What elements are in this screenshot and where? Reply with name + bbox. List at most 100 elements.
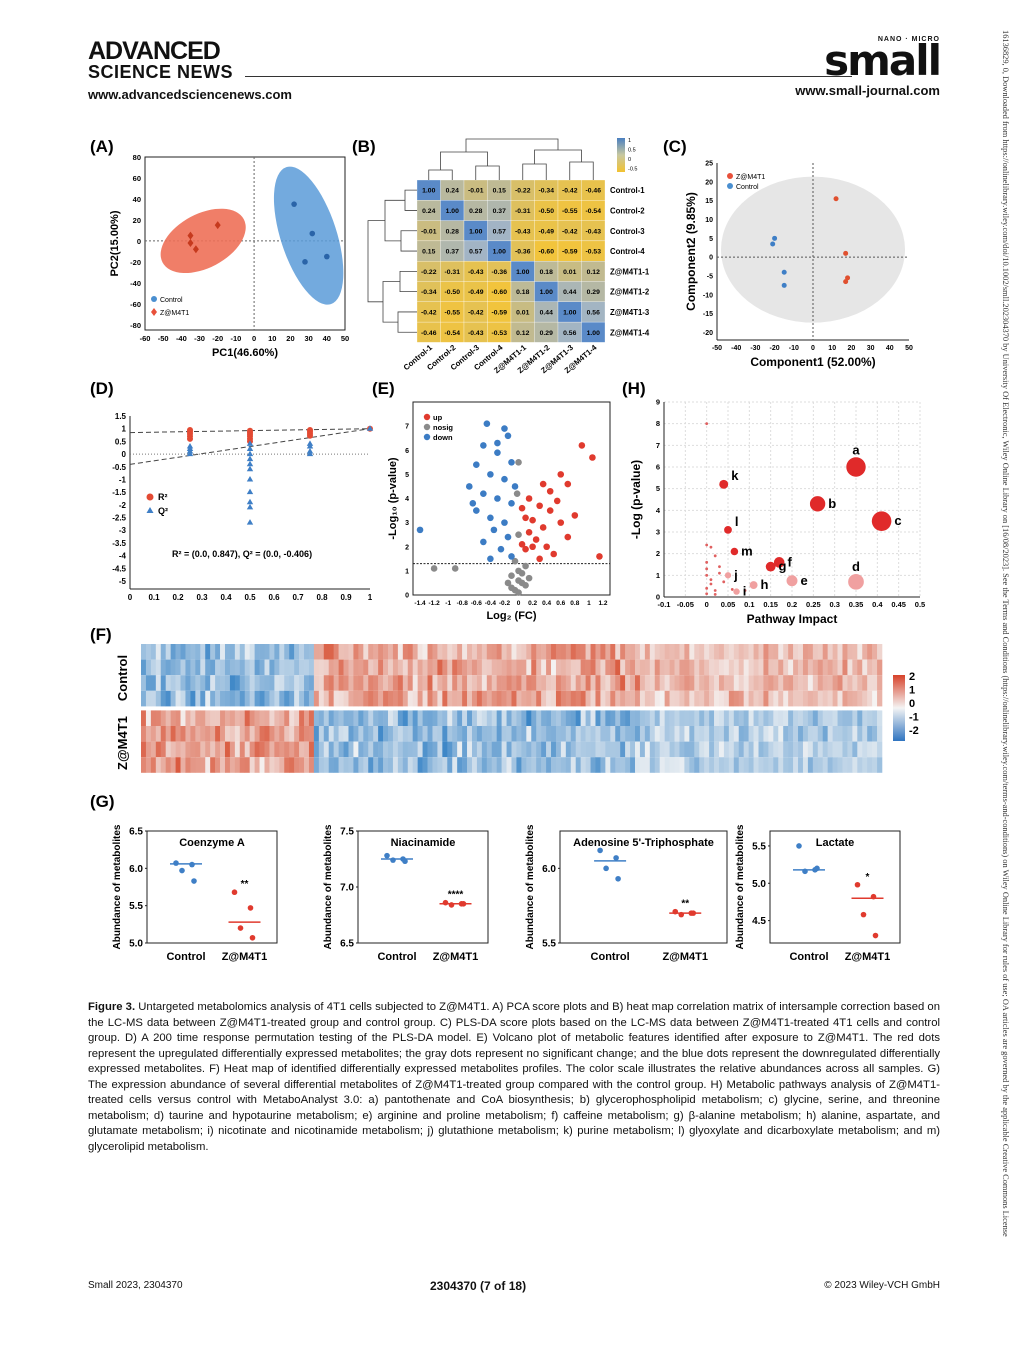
heatmap-cell (422, 726, 428, 742)
heatmap-cell (842, 741, 848, 758)
heatmap-cell (486, 675, 493, 691)
heatmap-cell (220, 644, 226, 660)
pathway-point (719, 479, 729, 489)
heatmap-cell (674, 690, 680, 707)
heatmap-cell (551, 741, 557, 758)
heatmap-cell (649, 644, 656, 660)
heatmap-cell (506, 659, 512, 676)
heatmap-cell (635, 741, 641, 758)
heatmap-cell (788, 757, 794, 773)
heatmap-value: 0.24 (446, 188, 459, 195)
treated-point (448, 902, 455, 908)
figure-caption: Figure 3. Untargeted metabolomics analys… (88, 1000, 940, 1155)
heatmap-cell (333, 659, 339, 676)
heatmap-cell (590, 757, 596, 773)
heatmap-cell (338, 710, 344, 726)
heatmap-cell (783, 741, 789, 758)
heatmap-cell (560, 757, 567, 773)
heatmap-cell (506, 726, 512, 742)
y-tick-label: 0 (137, 237, 141, 246)
heatmap-cell (699, 675, 705, 691)
heatmap-cell (595, 710, 601, 726)
heatmap-cell (605, 757, 611, 773)
legend-treated-swatch (727, 173, 733, 179)
journal-url[interactable]: www.small-journal.com (795, 82, 940, 98)
heatmap-cell (442, 741, 448, 758)
heatmap-cell (635, 644, 641, 660)
pathway-point (733, 588, 740, 595)
heatmap-cell (442, 726, 448, 742)
heatmap-cell (738, 710, 744, 726)
heatmap-cell (872, 757, 878, 773)
down-point (465, 483, 473, 490)
heatmap-cell (452, 690, 458, 707)
heatmap-cell (284, 659, 290, 676)
control-point (302, 259, 308, 265)
y-tick-label: 1 (122, 425, 127, 434)
heatmap-cell (807, 659, 814, 676)
heatmap-cell (353, 690, 359, 707)
heatmap-value: -0.55 (445, 309, 461, 316)
heatmap-value: -0.60 (539, 249, 555, 256)
x-category-label: Control (377, 951, 416, 963)
heatmap-cell (363, 644, 369, 660)
heatmap-cell (407, 726, 413, 742)
heatmap-cell (447, 726, 453, 742)
nosig-point (515, 531, 522, 538)
heatmap-cell (570, 690, 577, 707)
heatmap-cell (842, 726, 848, 742)
subplot-frame (559, 830, 728, 944)
down-point (480, 490, 487, 497)
heatmap-cell (348, 726, 354, 742)
down-point (490, 526, 498, 534)
heatmap-cell (867, 710, 873, 726)
heatmap-cell (862, 757, 868, 773)
heatmap-cell (620, 659, 626, 676)
heatmap-cell (659, 690, 665, 707)
heatmap-cell (635, 690, 641, 707)
heatmap-cell (536, 726, 542, 742)
panel-b: (B)1.00 0.24 -0.01 0.15 -0.22 -0.34 -0.42 -0.46… (352, 137, 650, 375)
heatmap-cell (817, 741, 824, 758)
heatmap-cell (778, 659, 784, 676)
heatmap-cell (471, 675, 478, 691)
heatmap-cell (580, 644, 586, 660)
heatmap-cell (644, 757, 651, 773)
y-tick-label: 7 (656, 441, 660, 450)
heatmap-cell (383, 726, 389, 742)
heatmap-cell (704, 644, 710, 660)
heatmap-cell (407, 741, 413, 758)
heatmap-cell (511, 659, 517, 676)
heatmap-cell (427, 659, 433, 676)
heatmap-cell (313, 741, 320, 758)
heatmap-cell (847, 726, 853, 742)
y-tick-label: -80 (130, 321, 141, 330)
heatmap-cell (397, 741, 404, 758)
heatmap-cell (521, 726, 527, 742)
heatmap-cell (714, 675, 720, 691)
heatmap-cell (165, 757, 171, 773)
heatmap-cell (704, 690, 710, 707)
heatmap-cell (358, 741, 364, 758)
heatmap-cell (788, 644, 794, 660)
row-group-label: Z@M4T1 (115, 716, 130, 770)
heatmap-cell (551, 726, 557, 742)
heatmap-cell (467, 741, 473, 758)
y-tick-label: -2 (119, 501, 127, 510)
control-ellipse (273, 166, 344, 305)
publisher-url[interactable]: www.advancedsciencenews.com (88, 86, 292, 102)
heatmap-cell (224, 710, 231, 726)
heatmap-cell (328, 659, 334, 676)
heatmap-cell (709, 741, 715, 758)
heatmap-cell (269, 741, 275, 758)
heatmap-cell (570, 741, 577, 758)
heatmap-cell (239, 644, 246, 660)
heatmap-cell (531, 675, 537, 691)
heatmap-cell (476, 690, 483, 707)
heatmap-cell (506, 690, 512, 707)
heatmap-cell (684, 644, 690, 660)
heatmap-cell (348, 675, 354, 691)
heatmap-cell (857, 644, 863, 660)
heatmap-cell (659, 726, 665, 742)
heatmap-cell (289, 726, 295, 742)
